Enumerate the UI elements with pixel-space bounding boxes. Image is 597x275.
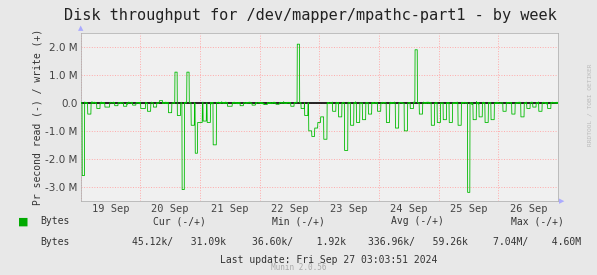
Text: Avg (-/+): Avg (-/+) <box>392 216 444 226</box>
Text: Max (-/+): Max (-/+) <box>511 216 564 226</box>
Text: 45.12k/   31.09k: 45.12k/ 31.09k <box>132 237 226 247</box>
Text: RRDTOOL / TOBI OETIKER: RRDTOOL / TOBI OETIKER <box>587 63 592 146</box>
Text: Last update: Fri Sep 27 03:03:51 2024: Last update: Fri Sep 27 03:03:51 2024 <box>220 255 437 265</box>
Text: Disk throughput for /dev/mapper/mpathc-part1 - by week: Disk throughput for /dev/mapper/mpathc-p… <box>64 8 557 23</box>
Text: 36.60k/    1.92k: 36.60k/ 1.92k <box>251 237 346 247</box>
Y-axis label: Pr second read (-) / write (+): Pr second read (-) / write (+) <box>33 29 42 205</box>
Text: Bytes: Bytes <box>41 237 70 247</box>
Text: Bytes: Bytes <box>41 216 70 226</box>
Text: ■: ■ <box>18 216 29 226</box>
Text: 336.96k/   59.26k: 336.96k/ 59.26k <box>368 237 468 247</box>
Text: Cur (-/+): Cur (-/+) <box>153 216 205 226</box>
Text: 7.04M/    4.60M: 7.04M/ 4.60M <box>493 237 581 247</box>
Text: ▲: ▲ <box>78 26 84 32</box>
Text: Munin 2.0.56: Munin 2.0.56 <box>271 263 326 272</box>
Text: Min (-/+): Min (-/+) <box>272 216 325 226</box>
Text: ▶: ▶ <box>559 198 564 204</box>
